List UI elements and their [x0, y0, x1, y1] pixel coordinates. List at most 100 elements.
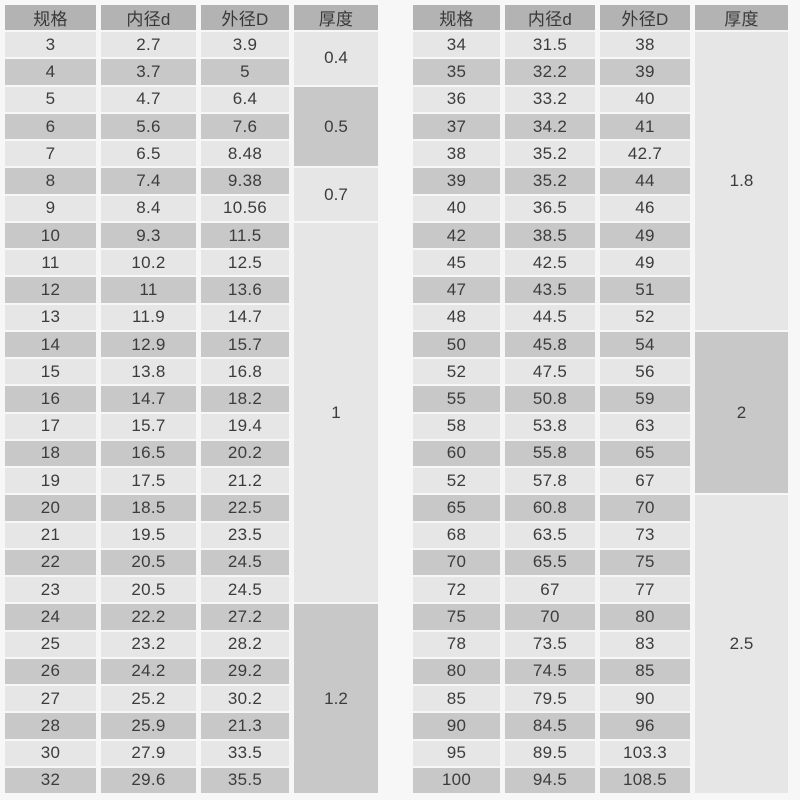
inner-diameter-cell: 57.8 — [505, 468, 595, 494]
spec-cell: 90 — [413, 713, 500, 739]
outer-diameter-cell: 3.9 — [201, 32, 289, 58]
spec-cell: 19 — [5, 468, 96, 494]
spec-cell: 38 — [413, 141, 500, 167]
outer-diameter-cell: 21.3 — [201, 713, 289, 739]
inner-diameter-cell: 35.2 — [505, 168, 595, 194]
inner-diameter-cell: 43.5 — [505, 277, 595, 303]
inner-diameter-cell: 9.3 — [101, 222, 196, 249]
outer-diameter-cell: 49 — [600, 250, 690, 276]
spec-cell: 23 — [5, 577, 96, 603]
outer-diameter-cell: 19.4 — [201, 413, 289, 439]
inner-diameter-cell: 12.9 — [101, 331, 196, 358]
inner-diameter-cell: 50.8 — [505, 386, 595, 412]
outer-diameter-cell: 24.5 — [201, 577, 289, 603]
outer-diameter-cell: 29.2 — [201, 658, 289, 685]
spec-cell: 10 — [5, 222, 96, 249]
spec-cell: 26 — [5, 658, 96, 685]
outer-diameter-cell: 77 — [600, 577, 690, 603]
inner-diameter-cell: 16.5 — [101, 440, 196, 467]
inner-diameter-cell: 24.2 — [101, 658, 196, 685]
inner-diameter-cell: 89.5 — [505, 740, 595, 766]
outer-diameter-cell: 9.38 — [201, 168, 289, 194]
outer-diameter-cell: 44 — [600, 168, 690, 194]
spec-table-left: 规格 内径d 外径D 厚度 3 2.7 3.9 4 3.7 5 5 4.7 6.4 6 5.6 7.6 7 6.5… — [5, 5, 378, 793]
thickness-cell: 1 — [294, 222, 378, 603]
outer-diameter-cell: 22.5 — [201, 495, 289, 521]
outer-diameter-cell: 12.5 — [201, 250, 289, 276]
inner-diameter-cell: 17.5 — [101, 468, 196, 494]
inner-diameter-cell: 15.7 — [101, 413, 196, 439]
inner-diameter-cell: 79.5 — [505, 686, 595, 712]
spec-cell: 48 — [413, 304, 500, 330]
inner-diameter-cell: 4.7 — [101, 86, 196, 112]
outer-diameter-cell: 5 — [201, 59, 289, 85]
spec-cell: 17 — [5, 413, 96, 439]
inner-diameter-cell: 5.6 — [101, 113, 196, 140]
inner-diameter-cell: 3.7 — [101, 59, 196, 85]
inner-diameter-cell: 63.5 — [505, 522, 595, 548]
spec-cell: 22 — [5, 549, 96, 576]
inner-diameter-cell: 13.8 — [101, 359, 196, 385]
spec-cell: 14 — [5, 331, 96, 358]
spec-cell: 75 — [413, 604, 500, 630]
spec-table-right: 规格 内径d 外径D 厚度 34 31.5 38 35 32.2 39 36 33.2 40 37 34.2… — [413, 5, 788, 793]
outer-diameter-cell: 13.6 — [201, 277, 289, 303]
outer-diameter-cell: 59 — [600, 386, 690, 412]
spec-cell: 5 — [5, 86, 96, 112]
outer-diameter-cell: 49 — [600, 222, 690, 249]
inner-diameter-cell: 73.5 — [505, 631, 595, 657]
inner-diameter-cell: 34.2 — [505, 113, 595, 140]
inner-diameter-cell: 20.5 — [101, 577, 196, 603]
spec-cell: 39 — [413, 168, 500, 194]
thickness-cell: 2 — [695, 331, 788, 494]
inner-diameter-cell: 33.2 — [505, 86, 595, 112]
inner-diameter-cell: 42.5 — [505, 250, 595, 276]
outer-diameter-cell: 8.48 — [201, 141, 289, 167]
spec-cell: 9 — [5, 195, 96, 221]
spec-cell: 24 — [5, 604, 96, 630]
spec-cell: 28 — [5, 713, 96, 739]
thickness-cell: 0.4 — [294, 32, 378, 85]
outer-diameter-cell: 42.7 — [600, 141, 690, 167]
outer-diameter-cell: 21.2 — [201, 468, 289, 494]
thickness-cell: 1.2 — [294, 604, 378, 793]
column-header-thickness: 厚度 — [294, 5, 378, 31]
spec-cell: 70 — [413, 549, 500, 576]
inner-diameter-cell: 27.9 — [101, 740, 196, 766]
spec-cell: 4 — [5, 59, 96, 85]
outer-diameter-cell: 67 — [600, 468, 690, 494]
outer-diameter-cell: 63 — [600, 413, 690, 439]
outer-diameter-cell: 39 — [600, 59, 690, 85]
column-header-inner-diameter: 内径d — [505, 5, 595, 31]
inner-diameter-cell: 60.8 — [505, 495, 595, 521]
spec-cell: 32 — [5, 767, 96, 793]
spec-cell: 25 — [5, 631, 96, 657]
spec-cell: 52 — [413, 359, 500, 385]
outer-diameter-cell: 27.2 — [201, 604, 289, 630]
thickness-cell: 0.7 — [294, 168, 378, 221]
inner-diameter-cell: 74.5 — [505, 658, 595, 685]
inner-diameter-cell: 32.2 — [505, 59, 595, 85]
thickness-cell: 2.5 — [695, 495, 788, 793]
outer-diameter-cell: 6.4 — [201, 86, 289, 112]
spec-cell: 72 — [413, 577, 500, 603]
spec-cell: 30 — [5, 740, 96, 766]
inner-diameter-cell: 31.5 — [505, 32, 595, 58]
inner-diameter-cell: 18.5 — [101, 495, 196, 521]
outer-diameter-cell: 38 — [600, 32, 690, 58]
outer-diameter-cell: 54 — [600, 331, 690, 358]
outer-diameter-cell: 23.5 — [201, 522, 289, 548]
column-header-thickness: 厚度 — [695, 5, 788, 31]
outer-diameter-cell: 96 — [600, 713, 690, 739]
outer-diameter-cell: 14.7 — [201, 304, 289, 330]
inner-diameter-cell: 23.2 — [101, 631, 196, 657]
spec-cell: 85 — [413, 686, 500, 712]
spec-cell: 37 — [413, 113, 500, 140]
outer-diameter-cell: 90 — [600, 686, 690, 712]
outer-diameter-cell: 35.5 — [201, 767, 289, 793]
spec-cell: 34 — [413, 32, 500, 58]
inner-diameter-cell: 6.5 — [101, 141, 196, 167]
spec-cell: 12 — [5, 277, 96, 303]
column-header-outer-diameter: 外径D — [201, 5, 289, 31]
